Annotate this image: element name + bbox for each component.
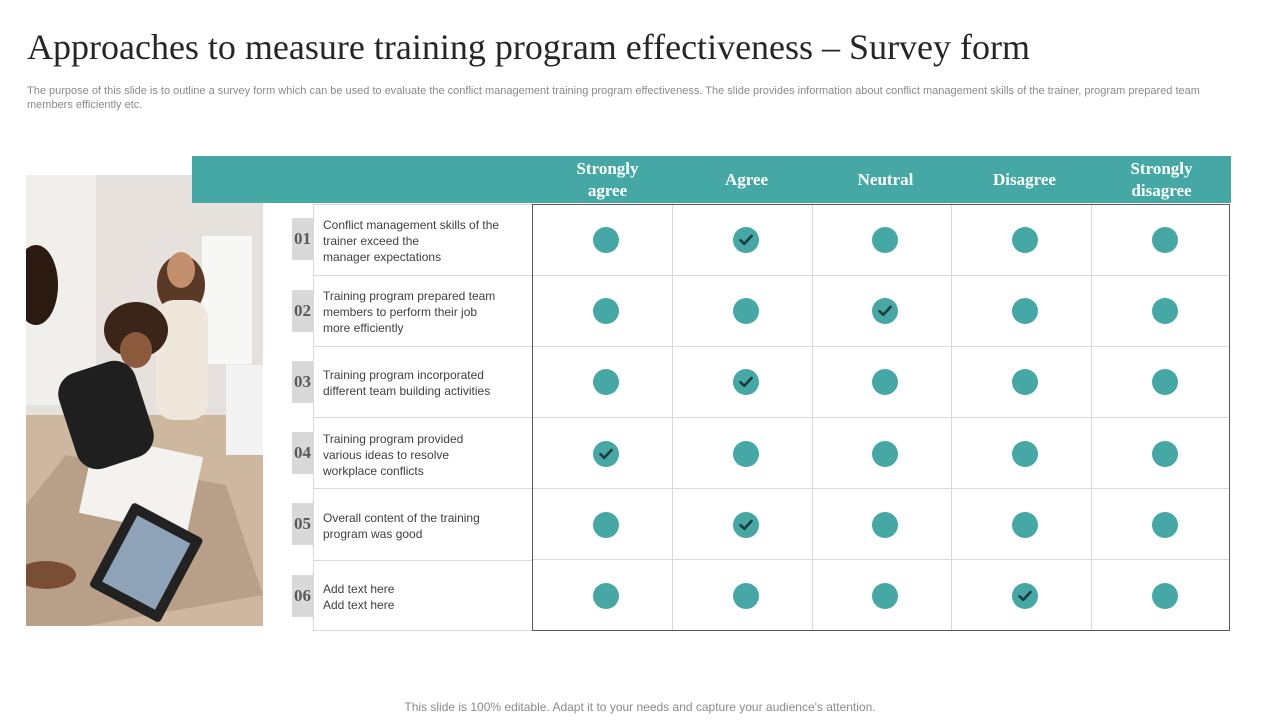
response-option-radio[interactable]	[1152, 512, 1178, 538]
survey-question: Training program provided various ideas t…	[313, 417, 532, 488]
response-option-radio-selected[interactable]	[593, 441, 619, 467]
column-header-neutral: Neutral	[857, 169, 914, 189]
row-number: 02	[292, 290, 313, 332]
response-option-radio-selected[interactable]	[733, 369, 759, 395]
column-header-disagree: Disagree	[993, 169, 1056, 189]
check-icon	[1018, 590, 1032, 602]
row-number: 03	[292, 361, 313, 403]
response-option-radio[interactable]	[593, 512, 619, 538]
response-option-radio[interactable]	[1152, 583, 1178, 609]
survey-question: Conflict management skills of the trainer…	[313, 204, 532, 275]
response-option-radio[interactable]	[733, 298, 759, 324]
row-number: 04	[292, 432, 313, 474]
response-option-radio[interactable]	[872, 441, 898, 467]
response-option-radio[interactable]	[1152, 298, 1178, 324]
response-option-radio[interactable]	[733, 583, 759, 609]
page-title: Approaches to measure training program e…	[27, 27, 1031, 67]
response-option-radio[interactable]	[1012, 512, 1038, 538]
survey-response-grid	[532, 204, 1230, 631]
response-option-radio-selected[interactable]	[1012, 583, 1038, 609]
response-option-radio[interactable]	[872, 512, 898, 538]
response-option-radio[interactable]	[593, 227, 619, 253]
survey-question: Training program prepared team members to…	[313, 275, 532, 346]
row-number: 05	[292, 503, 313, 545]
response-option-radio[interactable]	[593, 298, 619, 324]
check-icon	[599, 448, 613, 460]
column-header-strongly-disagree: Strongly disagree	[1130, 158, 1193, 200]
response-option-radio[interactable]	[593, 583, 619, 609]
response-option-radio[interactable]	[872, 369, 898, 395]
response-option-radio[interactable]	[1012, 227, 1038, 253]
survey-question: Add text here Add text here	[313, 560, 532, 631]
footer-note: This slide is 100% editable. Adapt it to…	[404, 700, 876, 714]
response-option-radio[interactable]	[1012, 441, 1038, 467]
response-option-radio-selected[interactable]	[733, 227, 759, 253]
survey-header-bar: Strongly agree Agree Neutral Disagree Str…	[192, 156, 1231, 203]
response-option-radio[interactable]	[1152, 369, 1178, 395]
response-option-radio[interactable]	[872, 583, 898, 609]
team-meeting-photo	[26, 175, 263, 626]
survey-question: Training program incorporated different t…	[313, 346, 532, 417]
response-option-radio[interactable]	[733, 441, 759, 467]
check-icon	[739, 519, 753, 531]
response-option-radio[interactable]	[1012, 369, 1038, 395]
check-icon	[739, 376, 753, 388]
response-option-radio[interactable]	[1012, 298, 1038, 324]
page-subtitle: The purpose of this slide is to outline …	[27, 85, 1200, 111]
response-option-radio[interactable]	[1152, 227, 1178, 253]
response-option-radio-selected[interactable]	[733, 512, 759, 538]
column-header-agree: Agree	[724, 169, 769, 189]
response-option-radio[interactable]	[593, 369, 619, 395]
response-option-radio[interactable]	[1152, 441, 1178, 467]
column-header-strongly-agree: Strongly agree	[576, 158, 639, 200]
response-option-radio[interactable]	[872, 227, 898, 253]
check-icon	[878, 305, 892, 317]
check-icon	[739, 234, 753, 246]
response-option-radio-selected[interactable]	[872, 298, 898, 324]
row-number: 06	[292, 575, 313, 617]
survey-question: Overall content of the training program w…	[313, 488, 532, 559]
row-number: 01	[292, 218, 313, 260]
